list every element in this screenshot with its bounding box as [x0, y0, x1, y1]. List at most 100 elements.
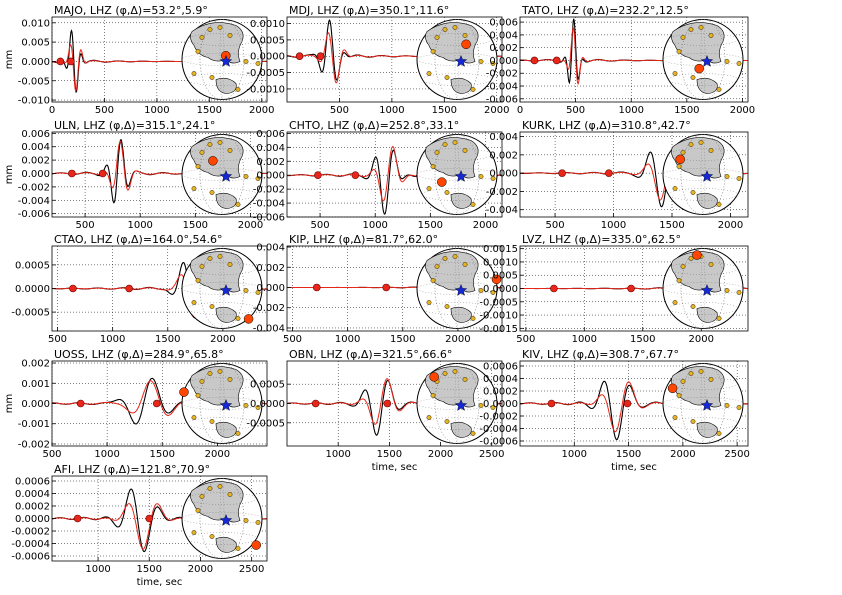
source-star-icon	[454, 398, 468, 411]
land-mass	[696, 421, 718, 438]
station-dot	[470, 316, 476, 321]
pick-marker	[550, 284, 558, 293]
station-dot	[452, 254, 458, 259]
axes-frame	[51, 16, 268, 103]
panel-title: KIP, LHZ (φ,Δ)=81.7°,62.0°	[289, 233, 438, 246]
graticule-line	[187, 33, 257, 46]
y-tick-label: 0.006	[256, 129, 285, 140]
x-tick-label: 1000	[127, 220, 152, 231]
land-mass	[425, 251, 479, 293]
station-dot	[227, 377, 233, 382]
x-tick-label: 1000	[100, 334, 125, 345]
station-dot	[209, 190, 215, 195]
y-tick-label: 0.004	[489, 132, 518, 143]
station-dot	[680, 264, 686, 269]
x-tick-label: 500	[76, 220, 95, 231]
source-star-icon	[700, 398, 714, 411]
globe-inset	[416, 134, 498, 215]
chart-panel: UOSS, LHZ (φ,Δ)=284.9°,65.8° 500 1000 1500 2…	[4, 348, 268, 460]
pick-marker	[295, 52, 304, 61]
y-tick-label: 0.0005	[250, 35, 285, 46]
y-tick-label: 0.002	[21, 156, 50, 167]
land-mass	[190, 22, 244, 64]
x-tick-label: 2000	[473, 220, 498, 231]
y-tick-label: -0.004	[18, 196, 50, 207]
graticule-line	[668, 302, 738, 315]
y-axis-label: mm	[4, 165, 15, 184]
land-mass	[215, 536, 237, 553]
station-dot	[207, 371, 213, 376]
station-dot	[708, 33, 714, 38]
pick-marker	[547, 399, 556, 408]
station-dot	[191, 530, 197, 535]
graticule-line	[199, 363, 245, 444]
y-tick-label: -0.002	[253, 303, 285, 314]
graticule-line	[187, 148, 257, 161]
axes-frame	[286, 245, 503, 332]
source-star-icon	[700, 54, 714, 67]
globe-inset	[179, 363, 263, 444]
station-dot	[688, 142, 694, 147]
y-tick-label: -0.002	[486, 69, 518, 80]
y-tick-label: 0.0010	[483, 257, 518, 268]
y-tick-label: -0.004	[253, 323, 285, 334]
x-tick-label: 1500	[377, 449, 402, 460]
y-tick-label: 0.0002	[15, 502, 50, 513]
y-tick-label: 0.0015	[483, 244, 518, 255]
x-tick-label: 500	[516, 334, 535, 345]
y-tick-label: 0.002	[256, 157, 285, 168]
y-tick-label: 0.006	[21, 129, 50, 140]
land-mass	[671, 251, 725, 293]
graticule-line	[422, 417, 492, 430]
station-dot	[434, 264, 440, 269]
pick-marker	[73, 514, 82, 523]
graticule-line	[181, 282, 263, 295]
pick-marker	[351, 171, 360, 179]
y-tick-label: 0.000	[21, 57, 50, 68]
station-dot	[243, 59, 249, 64]
station-dot	[434, 35, 440, 40]
source-star-icon	[219, 398, 233, 411]
station-dot	[426, 186, 432, 191]
y-tick-label: 0.000	[256, 171, 285, 182]
pick-marker	[145, 514, 154, 523]
x-tick-label: 2000	[484, 105, 509, 116]
station-dot	[736, 176, 742, 181]
station-dot	[235, 431, 241, 436]
graticule-line	[668, 73, 738, 86]
land-mass	[450, 77, 472, 94]
station-dot	[676, 49, 682, 54]
x-tick-label: 1000	[601, 220, 626, 231]
chart-panel: OBN, LHZ (φ,Δ)=321.5°,66.6° 1000 1500 2000 2…	[246, 348, 504, 473]
y-tick-label: 0.0000	[15, 284, 50, 295]
globe-inset	[416, 363, 498, 444]
station-dot	[724, 59, 730, 64]
active-station-marker	[692, 250, 702, 260]
land-mass	[215, 421, 237, 438]
y-tick-label: 0.000	[21, 169, 50, 180]
land-mass	[215, 77, 237, 94]
x-tick-label: 2000	[210, 334, 235, 345]
panel-title: LVZ, LHZ (φ,Δ)=335.0°,62.5°	[522, 233, 681, 246]
station-dot	[195, 393, 201, 398]
y-tick-label: 0.0000	[250, 52, 285, 63]
y-tick-label: -0.0005	[11, 308, 50, 319]
x-tick-label: 500	[95, 105, 114, 116]
station-dot	[444, 190, 450, 195]
y-tick-label: 0.0006	[483, 362, 518, 373]
graticule-line	[434, 19, 480, 100]
station-dot	[672, 186, 678, 191]
graticule-line	[199, 478, 245, 559]
active-station-marker	[179, 387, 189, 397]
y-tick-label: 0.000	[489, 56, 518, 67]
x-tick-label: 0	[49, 105, 55, 116]
pick-marker	[552, 56, 561, 65]
graticule-line	[416, 168, 498, 181]
pick-marker	[67, 57, 75, 66]
chart-panel: LVZ, LHZ (φ,Δ)=335.0°,62.5° 500 1000 1500 20…	[479, 233, 749, 345]
x-tick-label: 2500	[479, 449, 504, 460]
graticule-line	[422, 73, 492, 86]
station-dot	[255, 290, 261, 295]
station-dot	[690, 419, 696, 424]
